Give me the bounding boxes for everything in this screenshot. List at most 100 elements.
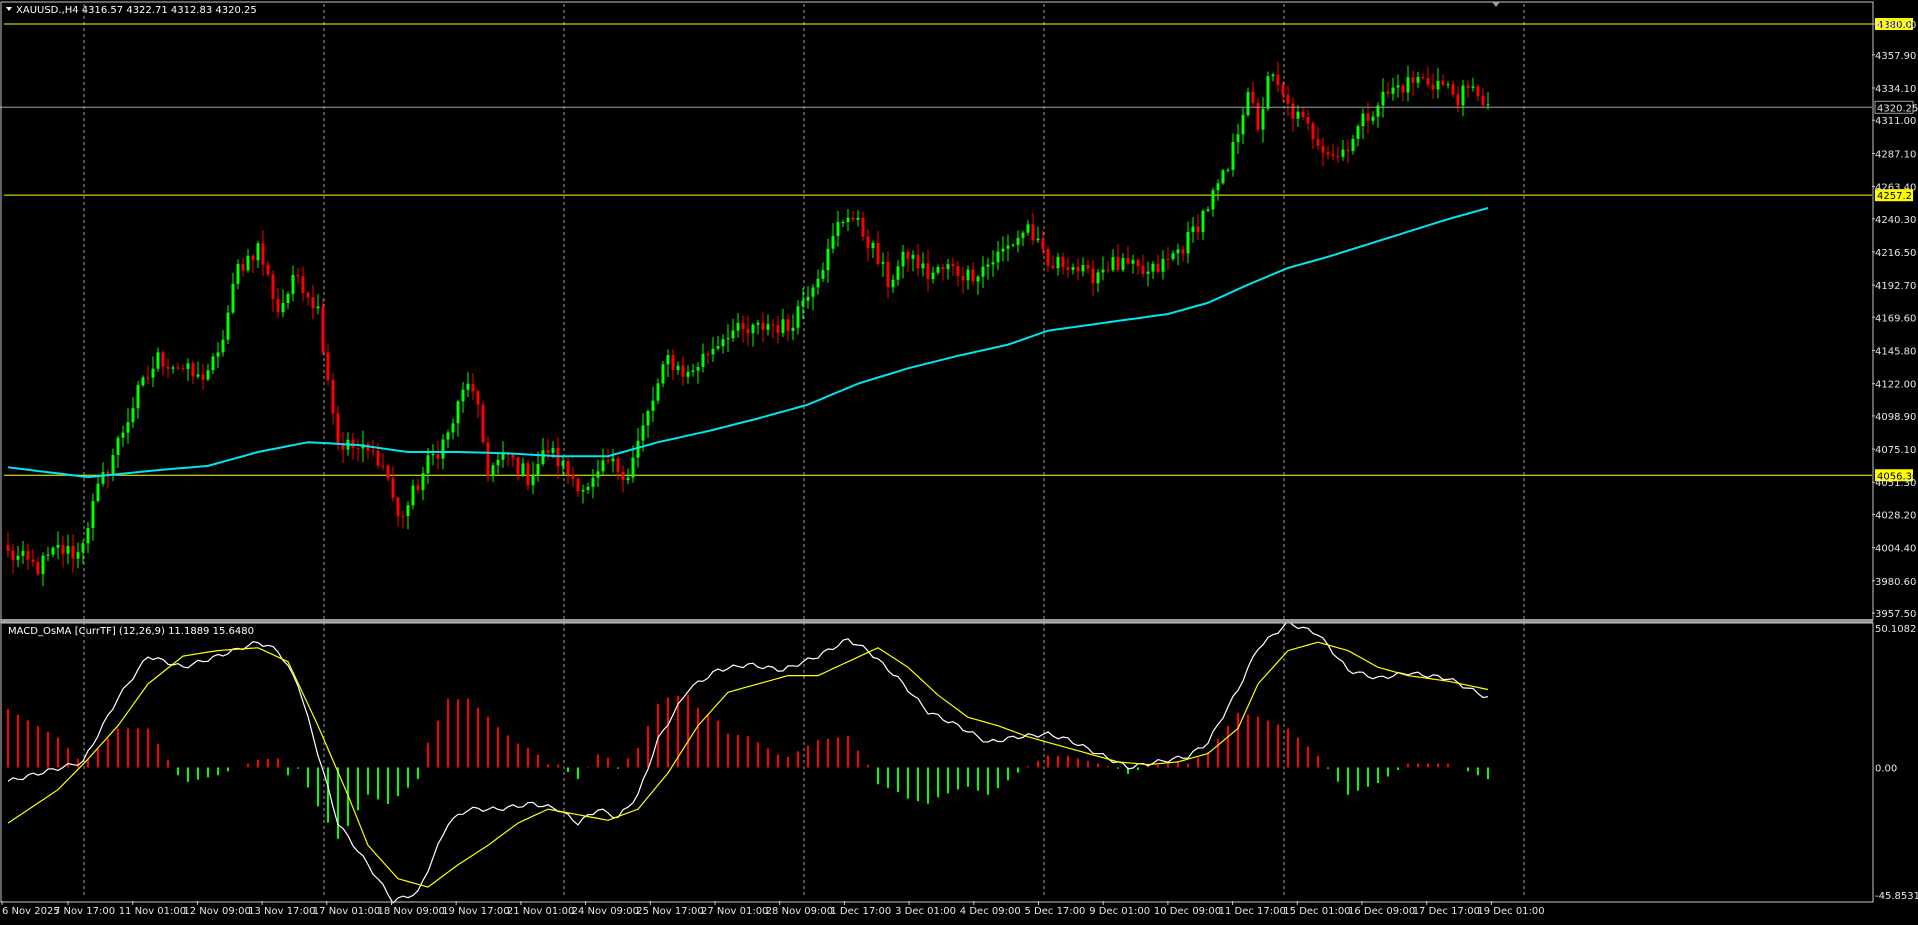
candle-body [1386, 91, 1390, 94]
candle-body [321, 306, 325, 353]
time-tick-label: 12 Nov 09:00 [183, 906, 250, 917]
dropdown-arrow-icon[interactable] [6, 7, 12, 11]
candle-body [1421, 77, 1425, 79]
macd-line [7, 619, 1489, 904]
price-tick-label: 4028.20 [1875, 510, 1916, 521]
candle-body [566, 461, 570, 475]
candles [6, 61, 1490, 587]
indicator-tick-label: 50.1082 [1875, 624, 1916, 635]
price-tick-label: 4334.10 [1875, 84, 1916, 95]
candle-body [1401, 85, 1405, 93]
candle-body [686, 371, 690, 377]
candle-body [1171, 253, 1175, 260]
candle-body [71, 545, 75, 559]
candle-body [101, 472, 105, 484]
indicator-axis[interactable]: 50.1082 0.00 -45.8531 [1875, 624, 1918, 902]
candle-body [941, 267, 945, 270]
candle-body [761, 322, 765, 330]
price-tick-label: 4145.80 [1875, 346, 1916, 357]
candle-body [1096, 272, 1100, 284]
candle-body [1351, 138, 1355, 152]
candle-body [406, 505, 410, 516]
candle-body [1191, 226, 1195, 233]
candle-body [1286, 95, 1290, 104]
time-tick-label: 25 Nov 17:00 [636, 906, 703, 917]
candle-body [1206, 209, 1210, 211]
candle-body [56, 544, 60, 548]
level-lines[interactable]: 4380.00 4257.21 4056.30 [4, 18, 1918, 482]
candle-body [701, 353, 705, 367]
candle-body [1276, 74, 1280, 85]
level-price-label: 4380.00 [1877, 20, 1918, 31]
candle-body [271, 274, 275, 299]
candle-body [1391, 87, 1395, 94]
candle-body [736, 322, 740, 331]
candle-body [951, 264, 955, 267]
candle-body [1451, 84, 1455, 95]
candle-body [891, 279, 895, 288]
candle-body [1456, 94, 1460, 106]
signal-line [7, 641, 1489, 888]
candle-body [1316, 139, 1320, 146]
price-axis[interactable]: 4320.25 4380.00 4357.90 4334.10 4311.00 4287.… [1872, 20, 1918, 620]
candle-body [656, 383, 660, 401]
candle-body [616, 458, 620, 472]
candle-body [1271, 74, 1275, 77]
candle-body [1446, 84, 1450, 86]
candle-body [1341, 149, 1345, 157]
candle-body [1201, 210, 1205, 232]
candle-body [1066, 267, 1070, 270]
candle-body [1036, 238, 1040, 241]
candle-body [986, 264, 990, 267]
candle-body [91, 501, 95, 529]
candle-body [376, 450, 380, 466]
candle-body [1476, 86, 1480, 97]
candle-body [146, 377, 150, 379]
candle-body [536, 464, 540, 476]
candle-body [651, 400, 655, 411]
candle-body [1441, 80, 1445, 86]
candle-body [431, 454, 435, 456]
candle-body [1046, 249, 1050, 266]
candle-body [1296, 111, 1300, 119]
candle-body [111, 455, 115, 475]
candle-body [106, 472, 110, 475]
candle-body [591, 477, 595, 487]
candle-body [196, 374, 200, 377]
price-tick-label: 4240.30 [1875, 215, 1916, 226]
candle-body [1061, 256, 1065, 268]
price-tick-label: 4287.10 [1875, 150, 1916, 161]
candle-body [1301, 111, 1305, 118]
candle-body [1406, 77, 1410, 93]
candle-body [436, 454, 440, 459]
candle-body [961, 275, 965, 281]
candle-body [336, 413, 340, 444]
candle-body [1261, 108, 1265, 130]
candle-body [466, 383, 470, 390]
candle-body [1216, 183, 1220, 191]
current-price-tag [1874, 100, 1914, 114]
level-price-tag [1875, 189, 1913, 202]
candle-body [231, 283, 235, 313]
candle-body [116, 437, 120, 456]
indicator-tick-label: -45.8531 [1875, 891, 1918, 902]
candle-body [276, 298, 280, 313]
candle-body [836, 222, 840, 236]
candle-body [1076, 267, 1080, 272]
candle-body [971, 269, 975, 282]
candle-body [811, 287, 815, 297]
price-tick-label: 4357.90 [1875, 51, 1916, 62]
panel-separator [0, 619, 1873, 623]
candle-body [176, 367, 180, 369]
candle-body [611, 458, 615, 462]
candle-body [1131, 260, 1135, 264]
candle-body [461, 389, 465, 402]
candle-body [216, 352, 220, 357]
moving-average-line [7, 207, 1489, 479]
candle-body [781, 319, 785, 333]
candle-body [1091, 268, 1095, 284]
candle-body [1026, 224, 1030, 233]
candle-body [11, 550, 15, 560]
